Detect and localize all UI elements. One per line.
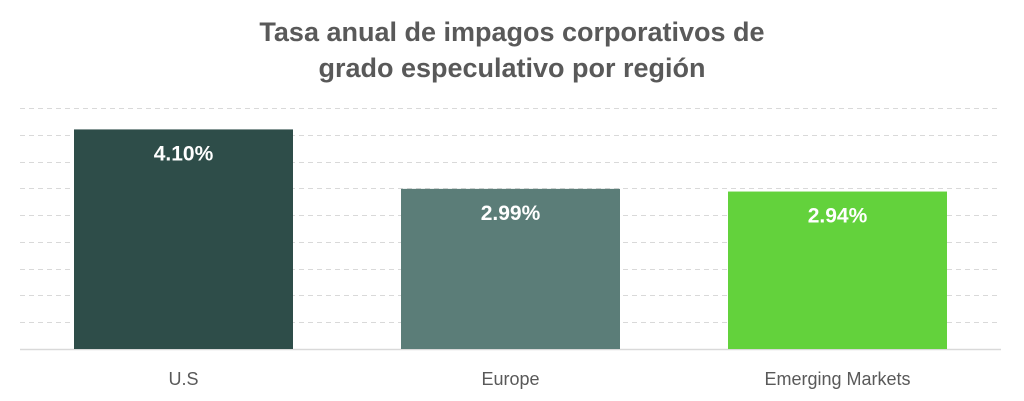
bar-u-s xyxy=(74,129,293,349)
category-label: U.S xyxy=(168,369,198,389)
bar-europe xyxy=(401,188,620,349)
bar-value-label: 4.10% xyxy=(154,142,214,165)
chart-title: Tasa anual de impagos corporativos de gr… xyxy=(0,14,1024,86)
category-label: Europe xyxy=(481,369,539,389)
bar-value-label: 2.94% xyxy=(808,205,868,228)
chart-title-line-2: grado especulativo por región xyxy=(318,53,706,83)
bar-value-label: 2.99% xyxy=(481,202,541,225)
category-label: Emerging Markets xyxy=(764,369,910,389)
category-labels: U.S Europe Emerging Markets xyxy=(168,369,910,389)
bar-emerging-markets xyxy=(728,191,947,349)
bars xyxy=(74,129,947,349)
value-labels: 4.10% 2.99% 2.94% xyxy=(154,142,868,227)
chart-title-line-1: Tasa anual de impagos corporativos de xyxy=(259,17,765,47)
